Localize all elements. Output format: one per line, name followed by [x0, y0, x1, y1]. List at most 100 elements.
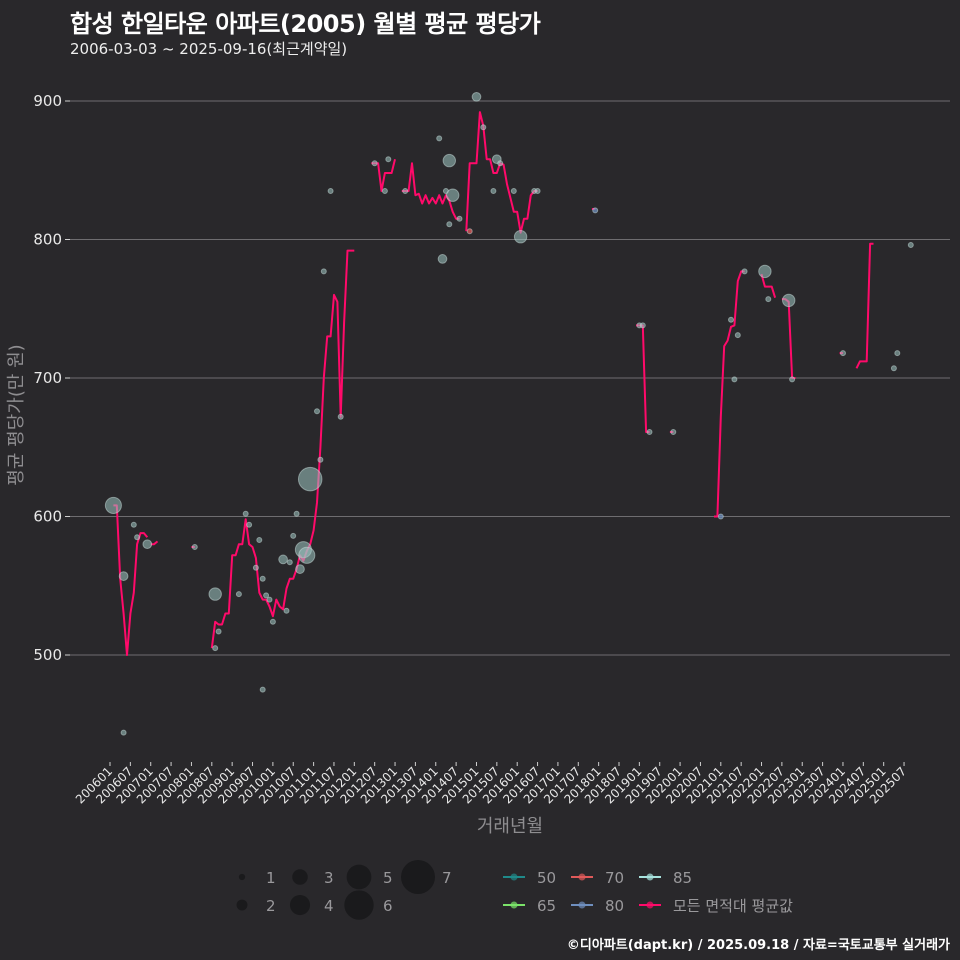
transaction-bubble [466, 228, 473, 235]
transaction-bubble [191, 544, 198, 550]
transaction-bubble [446, 188, 460, 202]
transaction-bubble [497, 160, 504, 167]
y-axis-ticks: 500 600 700 800 900 [33, 92, 70, 664]
transaction-bubble [765, 296, 772, 303]
transaction-bubble [134, 534, 141, 541]
legend-size-marker [344, 890, 374, 920]
y-axis-label: 평균 평당가(만 원) [6, 344, 27, 485]
transaction-bubble [510, 188, 517, 194]
transaction-bubble [731, 376, 738, 383]
transaction-bubble [256, 537, 263, 543]
transaction-bubble [442, 153, 456, 168]
x-axis-label: 거래년월 [477, 816, 543, 837]
transaction-bubble [371, 160, 378, 167]
legend-series-label: 50 [537, 869, 556, 887]
transaction-bubble [646, 429, 653, 435]
legend-series-label: 70 [605, 869, 624, 887]
legend-size-marker [401, 860, 435, 894]
transaction-bubble [471, 91, 482, 102]
transaction-bubble [295, 564, 305, 574]
transaction-bubble [278, 554, 288, 565]
legend-size-label: 3 [324, 869, 334, 887]
transaction-bubble [327, 188, 334, 194]
transaction-bubble [320, 268, 327, 275]
transaction-bubble [142, 539, 153, 550]
transaction-bubble [717, 513, 724, 520]
transaction-bubble [840, 350, 846, 357]
legend-size-marker [236, 899, 248, 911]
legend-size-label: 5 [383, 869, 393, 887]
transaction-bubble [385, 156, 392, 163]
transaction-bubble [456, 215, 463, 222]
transaction-bubble [269, 618, 276, 625]
transaction-bubble [246, 521, 253, 528]
transaction-bubble [242, 510, 249, 517]
transaction-bubble [297, 466, 323, 492]
chart-title: 합성 한일타운 아파트(2005) 월별 평균 평당가 [70, 10, 541, 38]
transaction-bubble [670, 429, 677, 435]
transaction-bubble [337, 413, 344, 420]
transaction-bubble [263, 592, 270, 599]
legend-series-label: 모든 면적대 평균값 [673, 897, 793, 915]
y-tick-label: 700 [33, 369, 62, 387]
legend-series-label: 65 [537, 897, 556, 915]
y-tick-label: 600 [33, 508, 62, 526]
transaction-bubble [298, 546, 316, 564]
transaction-bubble [480, 124, 487, 131]
transaction-bubble [290, 532, 297, 539]
chart-subtitle: 2006-03-03 ~ 2025-09-16(최근계약일) [70, 40, 348, 58]
legend: 1 2 3 4 5 6 7 50 65 70 80 85 모든 면적대 평균값 [236, 860, 793, 920]
transaction-bubble [534, 188, 541, 194]
y-tick-label: 800 [33, 231, 62, 249]
legend-size-marker [289, 894, 311, 916]
transaction-bubble [639, 322, 646, 329]
y-tick-label: 900 [33, 92, 62, 110]
source-caption: ©디아파트(dapt.kr) / 2025.09.18 / 자료=국토교통부 실… [566, 938, 950, 953]
transaction-bubble [381, 188, 388, 194]
transaction-bubble [592, 207, 599, 214]
transaction-bubble [104, 496, 122, 514]
transaction-bubble [118, 571, 129, 581]
legend-series-label: 80 [605, 897, 624, 915]
transaction-bubble [120, 729, 127, 736]
transaction-bubbles [104, 91, 914, 736]
transaction-bubble [894, 350, 901, 357]
transaction-bubble [890, 365, 897, 372]
transaction-bubble [741, 268, 748, 275]
transaction-bubble [907, 242, 914, 248]
transaction-bubble [782, 293, 796, 308]
transaction-bubble [402, 188, 409, 194]
transaction-bubble [734, 332, 741, 339]
legend-size-marker [346, 864, 372, 890]
transaction-bubble [789, 376, 796, 383]
legend-size-label: 6 [383, 897, 393, 915]
legend-series-label: 85 [673, 869, 692, 887]
transaction-bubble [436, 135, 443, 142]
y-gridlines [70, 100, 950, 656]
legend-size-label: 4 [324, 897, 334, 915]
transaction-bubble [212, 645, 219, 652]
legend-size-label: 2 [266, 897, 276, 915]
transaction-bubble [286, 559, 293, 566]
legend-size-marker [292, 869, 308, 885]
transaction-bubble [235, 591, 242, 598]
transaction-bubble [259, 575, 266, 582]
transaction-bubble [293, 510, 300, 517]
legend-size-label: 7 [442, 869, 452, 887]
transaction-bubble [728, 316, 734, 323]
legend-size-marker [238, 873, 246, 881]
y-tick-label: 500 [33, 646, 62, 664]
transaction-bubble [130, 521, 137, 528]
legend-size-label: 1 [266, 869, 276, 887]
transaction-bubble [490, 188, 497, 194]
transaction-bubble [317, 456, 324, 463]
transaction-bubble [215, 628, 222, 635]
transaction-bubble [266, 596, 273, 603]
transaction-bubble [252, 564, 259, 571]
x-axis-ticks: 2006012006072007012007072008012008072009… [73, 762, 909, 807]
transaction-bubble [513, 230, 528, 244]
transaction-bubble [758, 264, 772, 279]
transaction-bubble [208, 587, 222, 601]
transaction-bubble [437, 254, 448, 264]
